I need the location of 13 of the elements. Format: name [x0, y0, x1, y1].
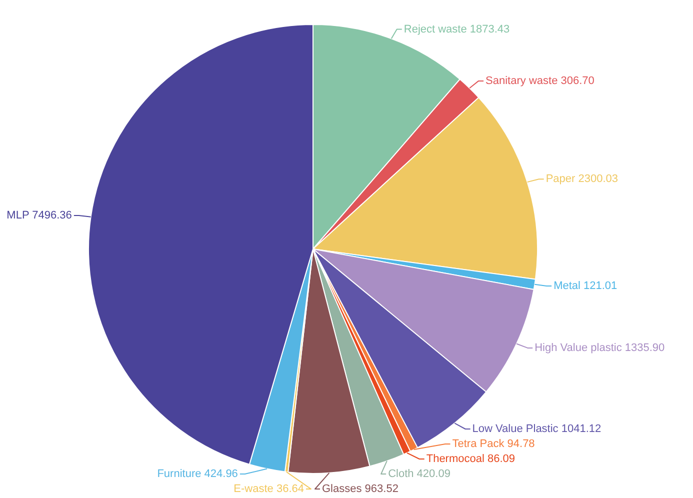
slice-label: Tetra Pack 94.78 — [452, 438, 535, 450]
slice-label: Glasses 963.52 — [322, 483, 398, 496]
slice-label: Furniture 424.96 — [157, 468, 238, 480]
slice-label: MLP 7496.36 — [6, 209, 72, 222]
slice-label: Sanitary waste 306.70 — [486, 74, 594, 87]
slice-label: Low Value Plastic 1041.12 — [472, 423, 602, 436]
slice-label: Reject waste 1873.43 — [404, 23, 510, 36]
slice-label: Metal 121.01 — [554, 280, 618, 292]
slice-label: Thermocoal 86.09 — [426, 453, 516, 466]
slice-label: E-waste 36.64 — [234, 483, 304, 496]
slice-label: High Value plastic 1335.90 — [534, 342, 665, 354]
slice-label: Cloth 420.09 — [388, 468, 450, 480]
slice-label: Paper 2300.03 — [546, 173, 618, 186]
